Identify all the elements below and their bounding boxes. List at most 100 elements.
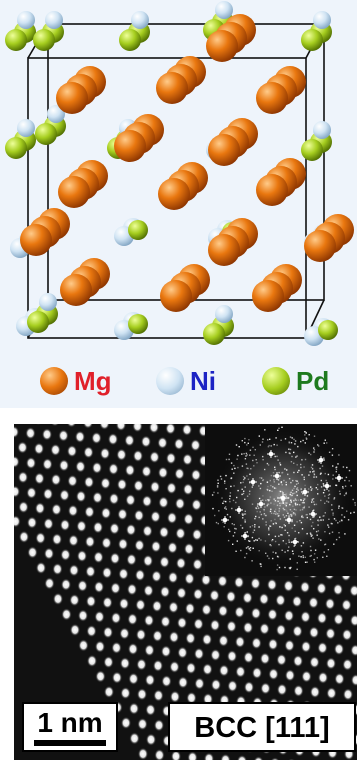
fft-noise-pixel xyxy=(296,494,298,497)
fft-noise-pixel xyxy=(251,525,254,527)
lattice-spot xyxy=(194,677,205,690)
fft-noise-pixel xyxy=(277,496,279,498)
lattice-spot xyxy=(300,640,312,653)
fft-noise-pixel xyxy=(258,497,261,500)
lattice-spot xyxy=(334,672,345,686)
fft-noise-pixel xyxy=(288,539,290,541)
fft-spot xyxy=(317,456,325,464)
fft-noise-pixel xyxy=(271,490,273,492)
lattice-spot xyxy=(185,632,196,645)
scale-bar-label: 1 nm xyxy=(37,707,103,738)
fft-noise-pixel xyxy=(273,498,276,500)
fft-noise-pixel xyxy=(312,521,314,524)
lattice-spot xyxy=(153,719,165,732)
fft-noise-pixel xyxy=(308,474,310,476)
fft-noise-pixel xyxy=(272,523,275,525)
fft-noise-pixel xyxy=(258,526,260,528)
lattice-spot xyxy=(102,626,114,639)
lattice-spot xyxy=(309,656,320,669)
fft-noise-pixel xyxy=(294,443,296,445)
fft-noise-pixel xyxy=(219,475,222,478)
lattice-spot xyxy=(173,437,185,451)
fft-noise-pixel xyxy=(277,429,279,431)
fft-noise-pixel xyxy=(291,494,293,497)
fft-noise-pixel xyxy=(271,539,274,541)
fft-noise-pixel xyxy=(242,492,245,495)
fft-noise-pixel xyxy=(302,507,304,509)
lattice-spot xyxy=(177,646,188,659)
lattice-spot xyxy=(26,486,37,499)
lattice-spot xyxy=(42,458,53,471)
fft-noise-pixel xyxy=(304,442,306,444)
fft-noise-pixel xyxy=(285,505,287,507)
fft-noise-pixel xyxy=(318,445,320,447)
fft-noise-pixel xyxy=(232,543,234,545)
fft-noise-pixel xyxy=(256,539,258,541)
fft-noise-pixel xyxy=(296,487,299,489)
fft-noise-pixel xyxy=(293,508,296,511)
fft-noise-pixel xyxy=(290,513,292,516)
fft-spot xyxy=(323,482,331,490)
fft-noise-pixel xyxy=(294,512,296,515)
lattice-spot xyxy=(135,598,146,612)
fft-noise-pixel xyxy=(285,503,287,505)
pd-atom xyxy=(5,137,27,159)
fft-noise-pixel xyxy=(248,548,250,550)
fft-noise-pixel xyxy=(320,479,322,482)
fft-noise-pixel xyxy=(289,509,292,511)
lattice-spot xyxy=(292,654,304,668)
fft-noise-pixel xyxy=(296,480,298,482)
lattice-spot xyxy=(76,520,87,533)
fft-noise-pixel xyxy=(303,478,305,481)
fft-noise-pixel xyxy=(308,506,310,508)
element-legend: Mg Ni Pd xyxy=(0,358,357,408)
fft-noise-pixel xyxy=(215,521,218,524)
ni-atom xyxy=(39,293,57,311)
lattice-spot xyxy=(116,478,128,491)
fft-noise-pixel xyxy=(246,495,249,497)
stem-micrograph: 1 nm BCC [111] xyxy=(14,424,357,760)
lattice-spot xyxy=(158,496,169,509)
fft-noise-pixel xyxy=(315,487,317,489)
lattice-spot xyxy=(153,689,164,702)
fft-noise-pixel xyxy=(276,564,279,566)
lattice-spot xyxy=(111,671,123,684)
mg-atom xyxy=(304,230,336,262)
lattice-spot xyxy=(217,574,228,588)
fft-spot xyxy=(277,492,289,504)
lattice-spot xyxy=(42,487,54,501)
fft-noise-pixel xyxy=(273,481,275,483)
mg-atom xyxy=(256,174,288,206)
lattice-spot xyxy=(17,441,28,454)
fft-spot xyxy=(241,532,249,540)
fft-noise-pixel xyxy=(324,495,326,497)
lattice-spot xyxy=(260,682,271,695)
fft-noise-pixel xyxy=(285,484,287,486)
fft-noise-pixel xyxy=(237,489,239,492)
lattice-spot xyxy=(33,442,45,455)
fft-noise-pixel xyxy=(337,522,339,524)
ni-atom xyxy=(131,11,149,29)
fft-noise-pixel xyxy=(342,486,344,488)
lattice-spot xyxy=(103,655,114,669)
fft-noise-pixel xyxy=(269,510,272,513)
fft-noise-pixel xyxy=(338,505,340,507)
fft-noise-pixel xyxy=(332,474,334,476)
lattice-spot xyxy=(83,475,95,489)
fft-noise-pixel xyxy=(292,553,294,555)
lattice-spot xyxy=(67,474,78,488)
fft-noise-pixel xyxy=(299,519,301,522)
fft-noise-pixel xyxy=(301,516,303,518)
lattice-spot xyxy=(119,657,131,670)
fft-noise-pixel xyxy=(279,490,282,493)
fft-noise-pixel xyxy=(274,466,276,468)
lattice-spot xyxy=(210,678,222,691)
mg-atom xyxy=(206,30,238,62)
fft-noise-pixel xyxy=(255,515,257,518)
fft-noise-pixel xyxy=(343,516,346,518)
lattice-spot xyxy=(190,468,202,482)
lattice-spot xyxy=(143,584,154,597)
lattice-spot xyxy=(161,675,172,688)
lattice-spot xyxy=(152,659,164,672)
pd-atom xyxy=(203,323,225,345)
